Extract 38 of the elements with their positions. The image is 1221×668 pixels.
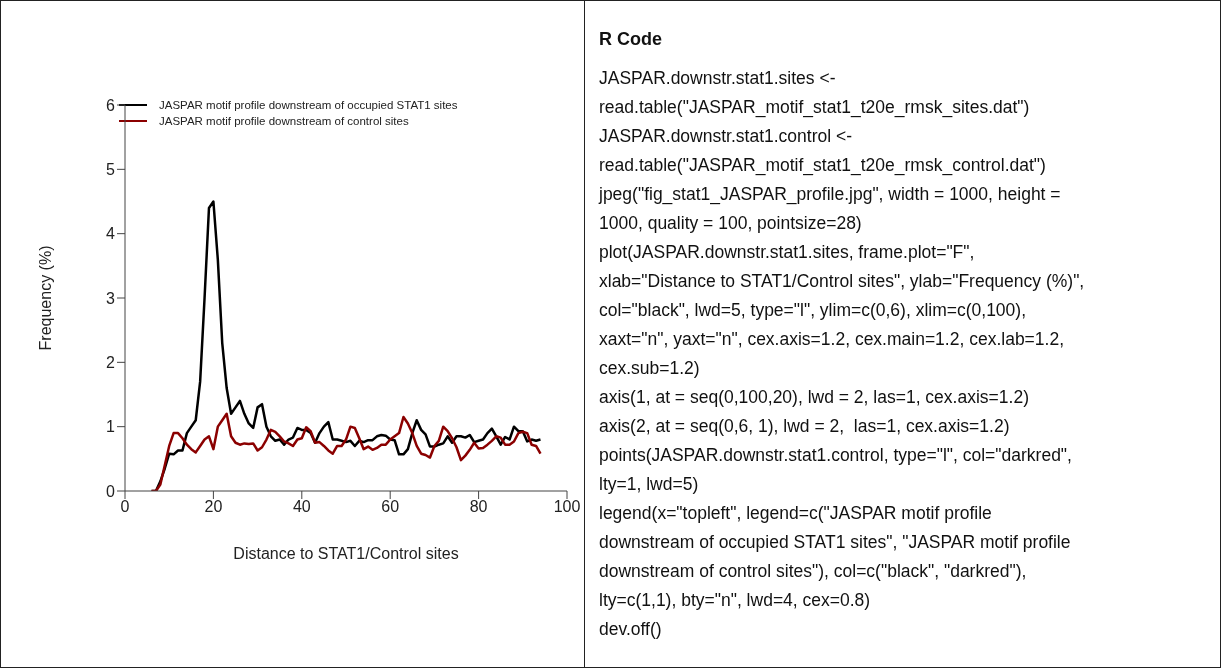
y-tick-label: 3 — [106, 289, 116, 307]
x-axis-title: Distance to STAT1/Control sites — [233, 545, 459, 562]
text: xaxt="n", yaxt="n", cex.axis=1.2, cex.main=1.2, cex.lab=1.2, — [599, 328, 1066, 351]
x-tick-label: 80 — [469, 498, 488, 516]
y-tick-label: 5 — [106, 161, 116, 179]
text: cex.sub=1.2) — [599, 357, 701, 380]
text: JASPAR.downstr.stat1.control <- — [599, 125, 854, 148]
y-axis-title: Frequency (%) — [36, 245, 54, 351]
text: col="black", lwd=5, type="l", ylim=c(0,6), xlim=c(0,100), — [599, 299, 1028, 322]
x-tick-label: 60 — [381, 498, 400, 516]
x-tick-label: 40 — [292, 498, 311, 516]
y-tick-label: 4 — [106, 225, 116, 243]
x-tick-label: 100 — [553, 498, 581, 516]
text: jpeg("fig_stat1_JASPAR_profile.jpg", width = 1000, height = — [599, 183, 1062, 207]
text: R Code — [599, 29, 663, 50]
text: lty=1, lwd=5) — [599, 473, 700, 496]
y-tick-label: 0 — [106, 482, 116, 500]
text: downstream of control sites"), col=c("black", "darkred"), — [599, 560, 1028, 583]
text: read.table("JASPAR_motif_stat1_t20e_rmsk_control.dat") — [599, 154, 1047, 178]
text: plot(JASPAR.downstr.stat1.sites, frame.plot="F", — [599, 241, 976, 264]
text: axis(2, at = seq(0,6, 1), lwd = 2, las=1, cex.axis=1.2) — [599, 415, 1011, 438]
y-tick-label: 1 — [106, 418, 116, 436]
x-tick-label: 0 — [120, 498, 130, 516]
text: dev.off() — [599, 618, 663, 641]
text: read.table("JASPAR_motif_stat1_t20e_rmsk_sites.dat") — [599, 96, 1031, 120]
text: points(JASPAR.downstr.stat1.control, type="l", col="darkred", — [599, 444, 1073, 467]
y-tick-label: 2 — [106, 354, 116, 372]
text: axis(1, at = seq(0,100,20), lwd = 2, las=1, cex.axis=1.2) — [599, 386, 1030, 409]
y-tick-label: 6 — [106, 96, 116, 114]
text: 1000, quality = 100, pointsize=28) — [599, 212, 863, 235]
text: xlab="Distance to STAT1/Control sites", ylab="Frequency (%)", — [599, 270, 1086, 293]
legend-label: JASPAR motif profile downstream of control sites — [159, 114, 409, 129]
text: lty=c(1,1), bty="n", lwd=4, cex=0.8) — [599, 589, 872, 612]
legend-label: JASPAR motif profile downstream of occupied STAT1 sites — [159, 98, 458, 113]
text: JASPAR.downstr.stat1.sites <- — [599, 67, 837, 90]
text: downstream of occupied STAT1 sites", "JASPAR motif profile — [599, 531, 1072, 554]
x-tick-label: 20 — [204, 498, 223, 516]
text: legend(x="topleft", legend=c("JASPAR motif profile — [599, 502, 993, 525]
